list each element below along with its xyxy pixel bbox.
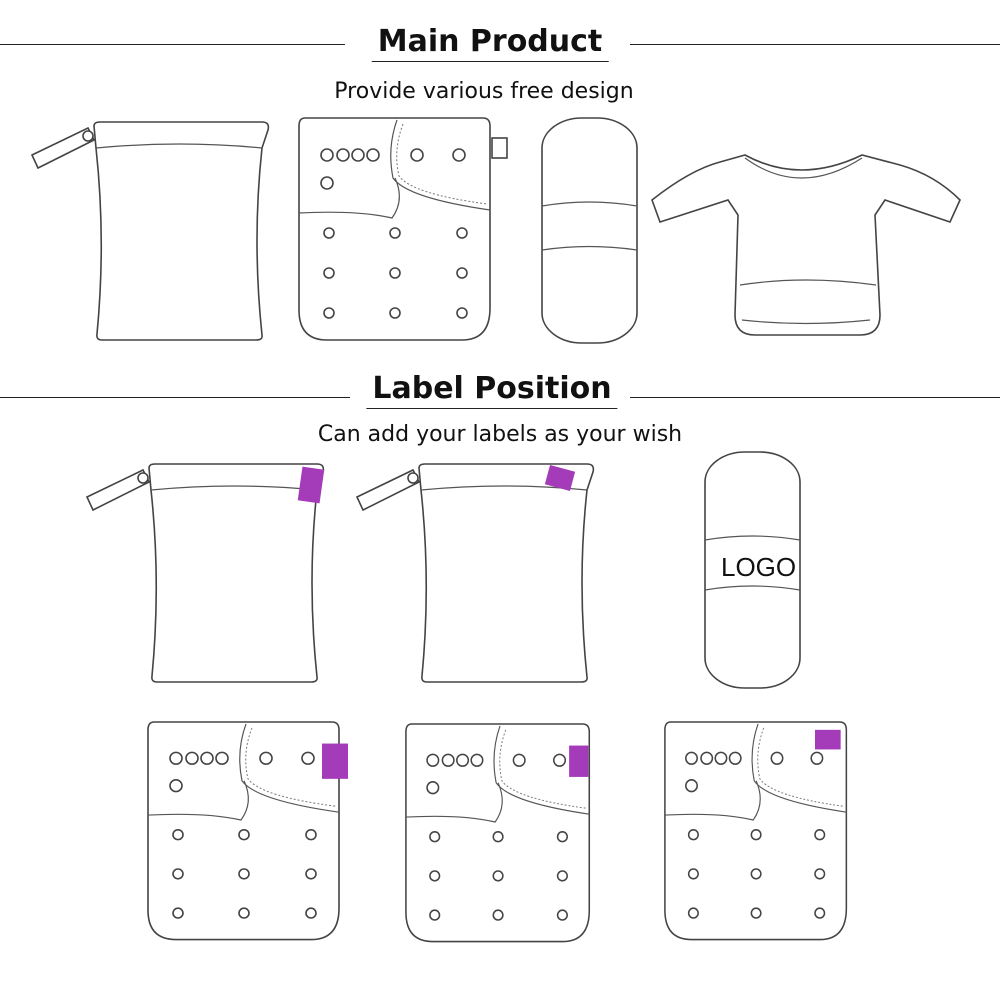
diaper-label-top — [664, 721, 848, 941]
label-tag — [297, 466, 325, 504]
logo-text: LOGO — [721, 552, 796, 582]
diaper-label-side-tab — [147, 721, 348, 941]
bib-illustration — [651, 154, 961, 336]
divider-line — [0, 397, 350, 398]
diaper-label-side — [405, 723, 591, 943]
section-subtitle-main: Provide various free design — [334, 79, 634, 104]
divider-line — [630, 397, 1000, 398]
divider-line — [0, 44, 345, 45]
label-tag — [544, 464, 576, 492]
label-tag — [815, 729, 841, 750]
label-tag — [569, 745, 589, 777]
diaper-insert-illustration — [541, 117, 638, 344]
wet-bag-label-corner — [356, 463, 595, 683]
cloth-diaper-illustration — [298, 117, 508, 341]
wet-bag-label-right — [86, 463, 325, 683]
wet-bag-illustration — [31, 121, 270, 341]
section-subtitle-label: Can add your labels as your wish — [317, 422, 683, 447]
section-title-label: Label Position — [366, 371, 618, 409]
label-tag — [322, 743, 348, 779]
insert-logo: LOGO — [704, 451, 801, 689]
divider-line — [630, 44, 1000, 45]
section-title-main: Main Product — [371, 24, 609, 62]
